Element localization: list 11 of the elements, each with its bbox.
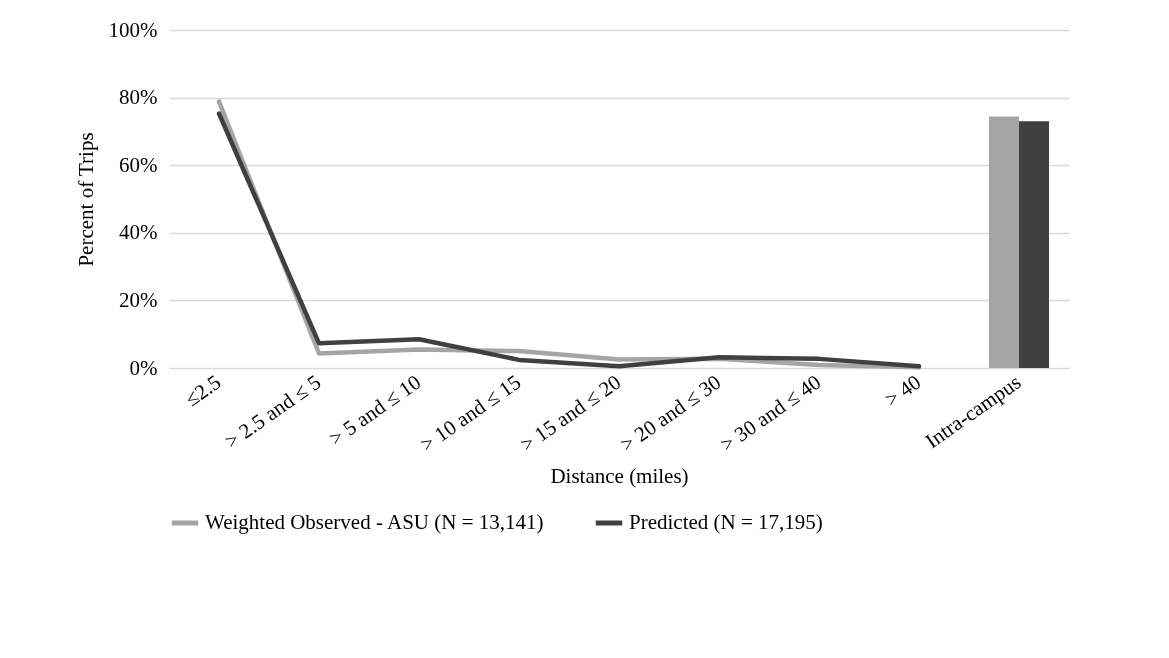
x-axis-title: Distance (miles): [550, 463, 689, 488]
y-tick-label: 80%: [119, 85, 158, 110]
y-tick-label: 0%: [129, 355, 158, 380]
legend-label: Weighted Observed - ASU (N = 13,141): [205, 510, 544, 534]
y-axis-title: Percent of Trips: [73, 132, 98, 267]
legend-label: Predicted (N = 17,195): [629, 510, 823, 534]
y-tick-label: 20%: [119, 287, 158, 312]
y-tick-label: 100%: [108, 17, 158, 42]
y-tick-label: 40%: [119, 220, 158, 245]
y-tick-label: 60%: [119, 152, 158, 177]
x-tick-label: > 40: [880, 369, 926, 412]
